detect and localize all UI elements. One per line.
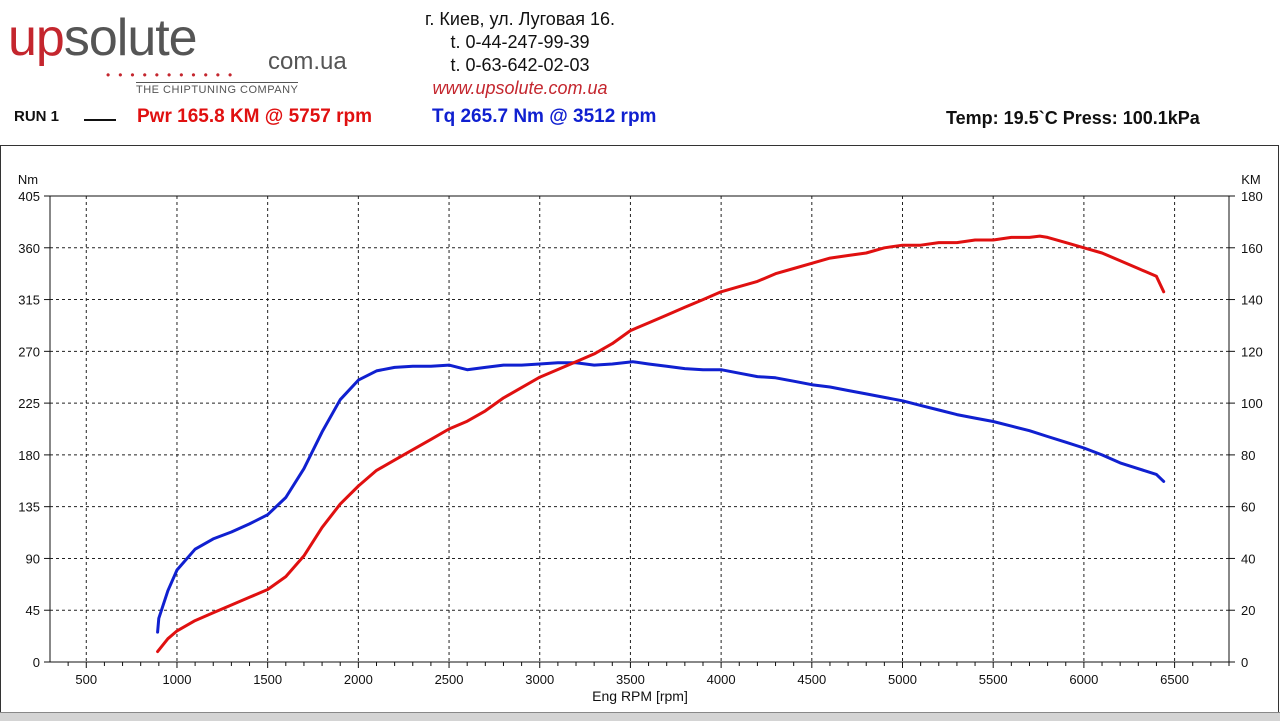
x-tick-label: 6000 xyxy=(1069,672,1098,687)
y-left-tick-label: 135 xyxy=(18,500,40,515)
logo-brand: upsolute xyxy=(8,9,198,67)
y-left-tick-label: 90 xyxy=(26,551,40,566)
y-left-tick-label: 0 xyxy=(33,655,40,670)
y-left-tick-label: 180 xyxy=(18,448,40,463)
series-pwr-line xyxy=(156,234,1166,654)
chart-frame xyxy=(0,145,1279,712)
y-right-tick-label: 60 xyxy=(1241,500,1255,515)
logo-domain: com.ua xyxy=(268,48,347,75)
y-left-tick-label: 405 xyxy=(18,189,40,204)
y-left-tick-label: 270 xyxy=(18,344,40,359)
contact-address: г. Киев, ул. Луговая 16. xyxy=(425,9,615,29)
run-label: RUN 1 xyxy=(14,108,60,125)
y-left-tick-label: 360 xyxy=(18,241,40,256)
y-left-tick-label: 315 xyxy=(18,293,40,308)
left-axis-unit: Nm xyxy=(18,172,38,187)
x-tick-label: 1500 xyxy=(253,672,282,687)
axes-layer: 500 1000 1500 2000 2500 3000 3500 4000 4500 5000 5… xyxy=(18,189,1262,687)
environment-conditions: Temp: 19.5`C Press: 100.1kPa xyxy=(946,108,1200,128)
x-axis-label: Eng RPM [rpm] xyxy=(592,688,688,704)
y-right-tick-label: 120 xyxy=(1241,344,1263,359)
x-tick-label: 2000 xyxy=(344,672,373,687)
run-line-legend xyxy=(84,119,116,121)
x-tick-label: 6500 xyxy=(1160,672,1189,687)
y-right-tick-label: 80 xyxy=(1241,448,1255,463)
x-tick-label: 5500 xyxy=(979,672,1008,687)
y-right-tick-label: 180 xyxy=(1241,189,1263,204)
series-tq-line xyxy=(156,360,1166,634)
run-summary: RUN 1 Pwr 165.8 KM @ 5757 rpm Tq 265.7 N… xyxy=(0,104,1280,132)
window-bottom-bar xyxy=(0,712,1280,721)
x-tick-label: 2500 xyxy=(435,672,464,687)
right-axis-unit: KM xyxy=(1241,172,1261,187)
y-left-tick-label: 45 xyxy=(26,603,40,618)
contact-phone-2: t. 0-63-642-02-03 xyxy=(450,55,590,75)
y-right-tick-label: 40 xyxy=(1241,551,1255,566)
grid-layer xyxy=(50,196,1229,662)
torque-peak: Tq 265.7 Nm @ 3512 rpm xyxy=(432,106,657,127)
y-right-tick-label: 0 xyxy=(1241,655,1248,670)
company-logo: upsolute com.ua ••••••••••• THE CHIPTUNI… xyxy=(8,10,388,100)
y-right-tick-label: 160 xyxy=(1241,241,1263,256)
y-right-tick-label: 140 xyxy=(1241,293,1263,308)
x-tick-label: 500 xyxy=(75,672,97,687)
contact-phone-1: t. 0-44-247-99-39 xyxy=(450,32,590,52)
x-tick-label: 1000 xyxy=(163,672,192,687)
series-layer xyxy=(156,234,1166,654)
x-tick-label: 4500 xyxy=(797,672,826,687)
contact-website-link[interactable]: www.upsolute.com.ua xyxy=(432,78,608,98)
power-peak: Pwr 165.8 KM @ 5757 rpm xyxy=(137,106,373,127)
logo-dots-decoration: ••••••••••• xyxy=(106,68,241,82)
x-tick-label: 4000 xyxy=(707,672,736,687)
x-tick-label: 5000 xyxy=(888,672,917,687)
contact-block: г. Киев, ул. Луговая 16. t. 0-44-247-99-… xyxy=(400,8,640,100)
plot-area xyxy=(49,195,1230,663)
y-right-tick-label: 20 xyxy=(1241,603,1255,618)
logo-tagline: THE CHIPTUNING COMPANY xyxy=(136,82,299,96)
y-left-tick-label: 225 xyxy=(18,396,40,411)
x-tick-label: 3500 xyxy=(616,672,645,687)
x-tick-label: 3000 xyxy=(525,672,554,687)
y-right-tick-label: 100 xyxy=(1241,396,1263,411)
